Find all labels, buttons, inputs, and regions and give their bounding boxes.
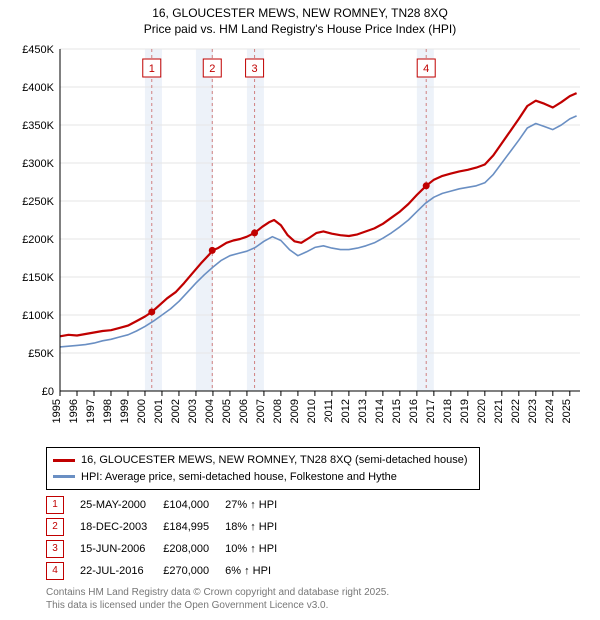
transaction-row: 3 15-JUN-2006£208,00010% ↑ HPI — [46, 538, 293, 560]
svg-text:2008: 2008 — [272, 399, 284, 423]
svg-text:1: 1 — [149, 63, 155, 75]
tx-price: £104,000 — [163, 494, 225, 516]
marker-num-box: 3 — [46, 540, 64, 558]
tx-pct: 6% ↑ HPI — [225, 560, 293, 582]
svg-text:2025: 2025 — [561, 399, 573, 423]
svg-text:2: 2 — [209, 63, 215, 75]
svg-text:2021: 2021 — [493, 399, 505, 423]
svg-text:2011: 2011 — [323, 399, 335, 423]
tx-date: 18-DEC-2003 — [80, 516, 163, 538]
marker-num-box: 1 — [46, 496, 64, 514]
tx-date: 25-MAY-2000 — [80, 494, 163, 516]
svg-text:£350K: £350K — [22, 120, 54, 132]
transaction-row: 1 25-MAY-2000£104,00027% ↑ HPI — [46, 494, 293, 516]
legend-swatch-1 — [53, 459, 75, 462]
svg-text:2023: 2023 — [527, 399, 539, 423]
svg-text:2022: 2022 — [510, 399, 522, 423]
svg-text:1996: 1996 — [68, 399, 80, 423]
svg-text:1998: 1998 — [102, 399, 114, 423]
tx-pct: 18% ↑ HPI — [225, 516, 293, 538]
svg-text:2016: 2016 — [408, 399, 420, 423]
tx-pct: 27% ↑ HPI — [225, 494, 293, 516]
marker-num-box: 4 — [46, 562, 64, 580]
svg-text:£150K: £150K — [22, 272, 54, 284]
svg-text:2018: 2018 — [442, 399, 454, 423]
svg-text:2010: 2010 — [306, 399, 318, 423]
transaction-row: 4 22-JUL-2016£270,0006% ↑ HPI — [46, 560, 293, 582]
footer-line1: Contains HM Land Registry data © Crown c… — [46, 587, 389, 598]
tx-pct: 10% ↑ HPI — [225, 538, 293, 560]
marker-num-box: 2 — [46, 518, 64, 536]
chart-svg: £0 £50K £100K £150K £200K £250K £300K £350K £400… — [10, 41, 590, 441]
legend-label-2: HPI: Average price, semi-detached house,… — [81, 469, 397, 486]
transaction-row: 2 18-DEC-2003£184,99518% ↑ HPI — [46, 516, 293, 538]
svg-text:£250K: £250K — [22, 196, 54, 208]
footer: Contains HM Land Registry data © Crown c… — [46, 586, 590, 612]
svg-text:2005: 2005 — [221, 399, 233, 423]
title-line2: Price paid vs. HM Land Registry's House … — [144, 22, 456, 36]
svg-text:1999: 1999 — [119, 399, 131, 423]
svg-text:2020: 2020 — [476, 399, 488, 423]
tx-date: 15-JUN-2006 — [80, 538, 163, 560]
svg-text:1997: 1997 — [85, 399, 97, 423]
legend-swatch-2 — [53, 475, 75, 478]
svg-text:2014: 2014 — [374, 399, 386, 423]
legend: 16, GLOUCESTER MEWS, NEW ROMNEY, TN28 8X… — [46, 447, 480, 490]
svg-text:2012: 2012 — [340, 399, 352, 423]
tx-price: £184,995 — [163, 516, 225, 538]
tx-date: 22-JUL-2016 — [80, 560, 163, 582]
transactions-table: 1 25-MAY-2000£104,00027% ↑ HPI 2 18-DEC-200… — [46, 494, 590, 582]
svg-text:2004: 2004 — [204, 399, 216, 423]
svg-text:1995: 1995 — [51, 399, 63, 423]
tx-price: £270,000 — [163, 560, 225, 582]
svg-text:£100K: £100K — [22, 310, 54, 322]
svg-text:2009: 2009 — [289, 399, 301, 423]
price-chart: £0 £50K £100K £150K £200K £250K £300K £350K £400… — [10, 41, 590, 441]
svg-text:£50K: £50K — [28, 348, 54, 360]
svg-text:2013: 2013 — [357, 399, 369, 423]
legend-label-1: 16, GLOUCESTER MEWS, NEW ROMNEY, TN28 8X… — [81, 452, 468, 469]
svg-text:2019: 2019 — [459, 399, 471, 423]
svg-text:£200K: £200K — [22, 234, 54, 246]
svg-text:4: 4 — [423, 63, 429, 75]
svg-text:£400K: £400K — [22, 82, 54, 94]
footer-line2: This data is licensed under the Open Gov… — [46, 600, 328, 611]
svg-text:2003: 2003 — [187, 399, 199, 423]
svg-text:2017: 2017 — [425, 399, 437, 423]
svg-text:2000: 2000 — [136, 399, 148, 423]
svg-text:2002: 2002 — [170, 399, 182, 423]
svg-text:£300K: £300K — [22, 158, 54, 170]
tx-price: £208,000 — [163, 538, 225, 560]
svg-text:£0: £0 — [42, 386, 54, 398]
svg-text:2015: 2015 — [391, 399, 403, 423]
title-line1: 16, GLOUCESTER MEWS, NEW ROMNEY, TN28 8X… — [152, 6, 448, 20]
svg-text:3: 3 — [252, 63, 258, 75]
svg-text:2006: 2006 — [238, 399, 250, 423]
svg-text:2001: 2001 — [153, 399, 165, 423]
chart-title: 16, GLOUCESTER MEWS, NEW ROMNEY, TN28 8X… — [10, 6, 590, 37]
svg-text:2024: 2024 — [544, 399, 556, 423]
svg-text:£450K: £450K — [22, 44, 54, 56]
legend-row-2: HPI: Average price, semi-detached house,… — [53, 469, 473, 486]
svg-text:2007: 2007 — [255, 399, 267, 423]
legend-row-1: 16, GLOUCESTER MEWS, NEW ROMNEY, TN28 8X… — [53, 452, 473, 469]
